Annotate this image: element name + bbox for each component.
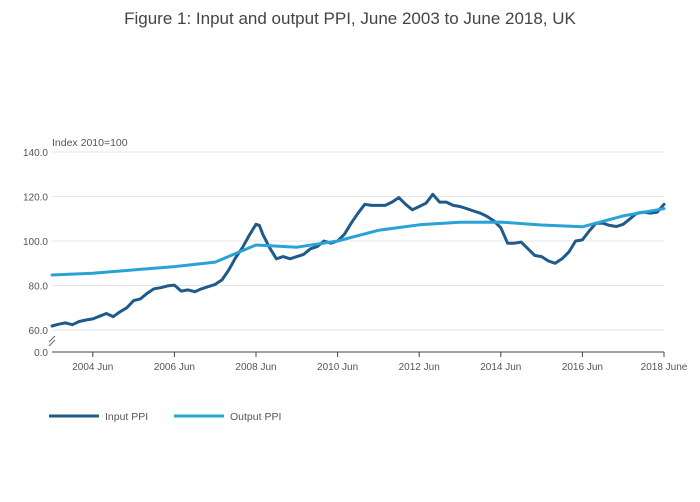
x-tick-label: 2018 June xyxy=(641,362,688,373)
x-tick-label: 2014 Jun xyxy=(480,362,521,373)
x-tick-label: 2004 Jun xyxy=(72,362,113,373)
y-tick-label: 120.0 xyxy=(23,193,48,204)
y-tick-label: 140.0 xyxy=(23,148,48,159)
y-tick-label: 60.0 xyxy=(29,326,49,337)
axis-break-mark xyxy=(48,339,56,347)
x-tick-label: 2010 Jun xyxy=(317,362,358,373)
y-axis-label: Index 2010=100 xyxy=(52,137,128,149)
legend-label: Output PPI xyxy=(230,411,281,423)
legend-label: Input PPI xyxy=(105,411,148,423)
x-tick-label: 2008 Jun xyxy=(235,362,276,373)
series-line-output-ppi xyxy=(50,207,666,277)
x-tick-label: 2012 Jun xyxy=(399,362,440,373)
axis-break-mark xyxy=(48,335,56,343)
x-tick-label: 2006 Jun xyxy=(154,362,195,373)
x-tick-label: 2016 Jun xyxy=(562,362,603,373)
series-line-input-ppi xyxy=(50,192,666,328)
y-tick-label: 0.0 xyxy=(34,348,48,359)
y-tick-label: 80.0 xyxy=(29,282,49,293)
y-tick-label: 100.0 xyxy=(23,237,48,248)
axis-break-mask xyxy=(46,337,58,345)
chart-title: Figure 1: Input and output PPI, June 200… xyxy=(124,9,576,28)
